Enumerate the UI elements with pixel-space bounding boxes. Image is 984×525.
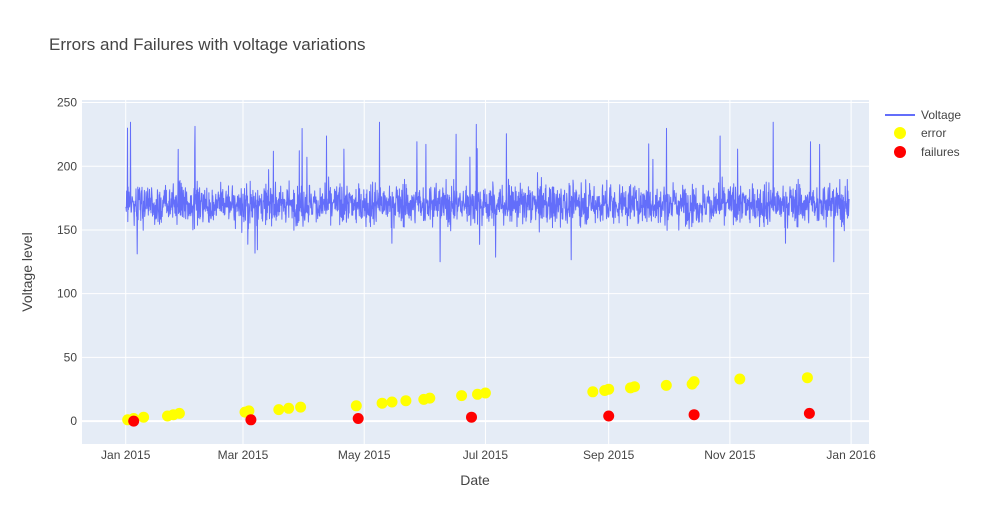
y-tick-label: 250 [57, 96, 77, 110]
marker-series [122, 372, 815, 427]
legend-item-voltage[interactable]: Voltage [885, 108, 961, 122]
error-point [243, 405, 255, 417]
legend[interactable]: Voltage error failures [885, 108, 961, 159]
failures-point [803, 407, 815, 419]
failures-point [688, 409, 700, 421]
error-point [629, 381, 640, 393]
legend-label-error: error [921, 126, 946, 140]
legend-label-failures: failures [921, 145, 960, 159]
voltage-line [125, 121, 850, 263]
x-tick-label: Sep 2015 [583, 448, 635, 462]
error-point [350, 400, 362, 412]
error-point [801, 372, 813, 384]
error-point [456, 390, 468, 402]
y-axis-title: Voltage level [19, 232, 35, 311]
error-point [273, 404, 285, 416]
failures-point [245, 414, 257, 426]
failures-point [603, 410, 615, 422]
legend-marker-icon [894, 146, 906, 158]
error-point [479, 387, 491, 399]
error-point [173, 407, 185, 419]
failures-point [466, 411, 477, 423]
x-tick-label: May 2015 [338, 448, 391, 462]
error-point [688, 376, 700, 388]
error-point [603, 383, 615, 395]
error-point [400, 395, 412, 407]
chart-title: Errors and Failures with voltage variati… [49, 35, 366, 54]
x-tick-label: Jan 2016 [826, 448, 876, 462]
error-point [283, 402, 295, 414]
legend-marker-icon [894, 127, 906, 139]
y-tick-label: 150 [57, 223, 77, 237]
y-tick-label: 100 [57, 287, 77, 301]
failures-point [128, 415, 140, 427]
error-point [660, 379, 672, 391]
error-point [734, 373, 746, 385]
legend-label-voltage: Voltage [921, 108, 961, 122]
error-point [424, 392, 436, 404]
legend-item-error[interactable]: error [894, 126, 946, 140]
x-tick-label: Jul 2015 [463, 448, 509, 462]
error-point [587, 386, 599, 398]
error-point [386, 396, 398, 408]
x-tick-label: Mar 2015 [218, 448, 269, 462]
legend-item-failures[interactable]: failures [894, 145, 960, 159]
y-tick-label: 50 [64, 350, 78, 364]
voltage-series [125, 121, 850, 263]
y-tick-label: 0 [70, 414, 77, 428]
axis-ticks: 0 50 100 150 200 250 Jan 2015 Mar 2015 May 2015 J… [57, 96, 876, 462]
y-tick-label: 200 [57, 159, 77, 173]
x-tick-label: Nov 2015 [704, 448, 756, 462]
error-point [138, 411, 150, 423]
x-axis-title: Date [460, 472, 490, 488]
error-point [295, 401, 307, 413]
error-point [376, 397, 388, 409]
x-tick-label: Jan 2015 [101, 448, 151, 462]
failures-point [352, 413, 364, 424]
